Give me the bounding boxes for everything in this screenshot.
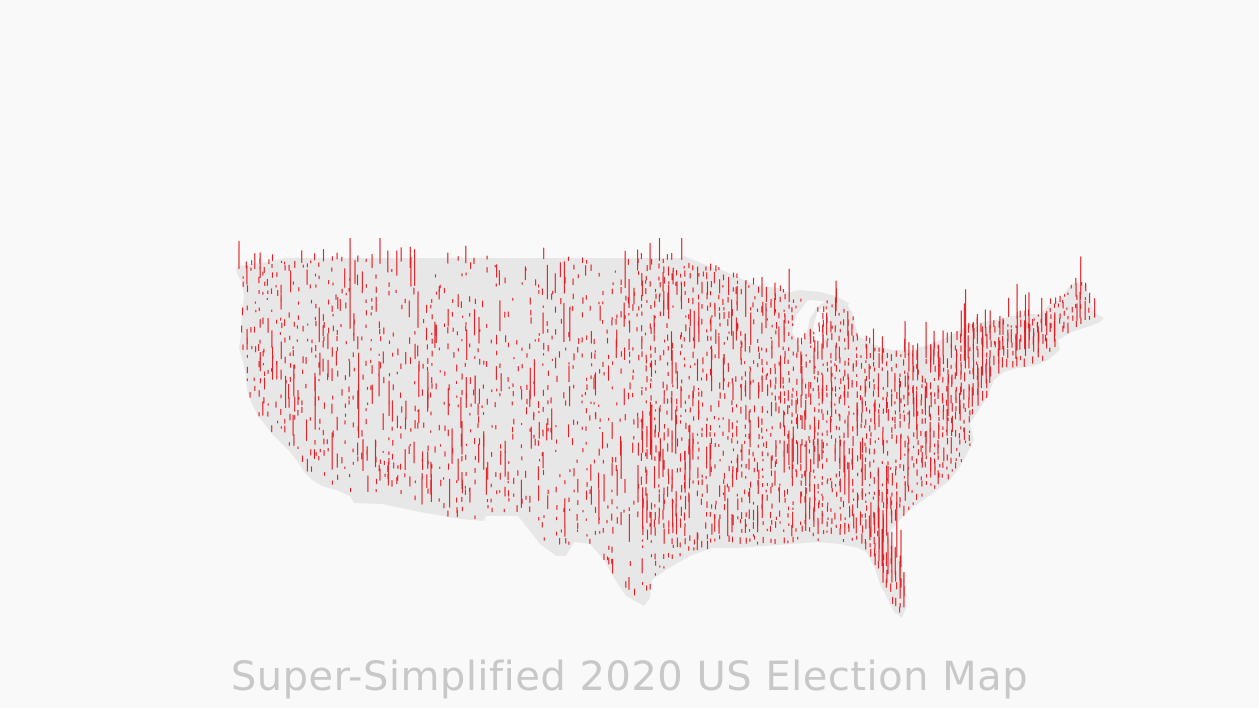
- county-spikes: [238, 238, 1096, 613]
- lake-michigan-gap: [812, 306, 830, 356]
- map-caption: Super-Simplified 2020 US Election Map: [230, 654, 1029, 700]
- upper-peninsula: [780, 290, 850, 306]
